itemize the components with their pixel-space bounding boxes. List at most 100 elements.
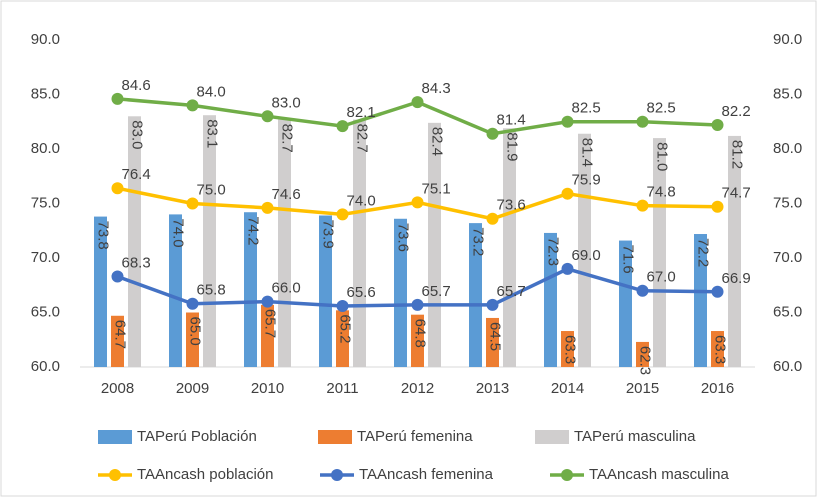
legend-swatch	[98, 430, 132, 444]
line-value-label: 83.0	[272, 94, 301, 111]
bar-value-label: 72.2	[695, 238, 712, 267]
y2-tick-label: 70.0	[773, 249, 802, 266]
line-value-label: 75.1	[422, 180, 451, 197]
bar-value-label: 64.5	[487, 322, 504, 351]
line-value-label: 82.5	[647, 100, 676, 117]
line-value-label: 84.0	[197, 83, 226, 100]
y-tick-label: 90.0	[31, 31, 60, 48]
bar-value-label: 74.2	[245, 216, 262, 245]
line-marker	[411, 96, 424, 109]
legend-swatch	[318, 430, 352, 444]
line-value-label: 74.8	[647, 184, 676, 201]
x-tick-label: 2015	[626, 380, 659, 397]
legend-swatch	[535, 430, 569, 444]
y2-tick-label: 90.0	[773, 31, 802, 48]
line-value-label: 65.7	[422, 283, 451, 300]
bar	[578, 133, 591, 367]
line-value-label: 76.4	[122, 166, 151, 183]
x-tick-label: 2012	[401, 380, 434, 397]
bar-value-label: 73.9	[320, 219, 337, 248]
bar	[653, 138, 666, 367]
bar	[169, 214, 182, 367]
bar	[428, 122, 441, 367]
bar	[469, 223, 482, 367]
line-value-label: 65.6	[347, 284, 376, 301]
line-marker	[336, 120, 349, 133]
y-tick-label: 85.0	[31, 85, 60, 102]
bar	[694, 234, 707, 367]
x-tick-label: 2013	[476, 380, 509, 397]
bar-value-label: 73.6	[395, 223, 412, 252]
bar	[711, 331, 724, 367]
bar-value-label: 81.2	[729, 140, 746, 169]
y2-tick-label: 65.0	[773, 303, 802, 320]
x-tick-label: 2008	[101, 380, 134, 397]
y-tick-label: 75.0	[31, 194, 60, 211]
line-marker	[711, 200, 724, 213]
bar-value-label: 82.4	[429, 127, 446, 156]
line-marker	[261, 295, 274, 308]
bar-value-label: 71.6	[620, 245, 637, 274]
bar-value-label: 73.8	[95, 221, 112, 250]
line-marker	[186, 197, 199, 210]
line-value-label: 66.0	[272, 280, 301, 297]
bar	[394, 218, 407, 367]
line-marker	[486, 298, 499, 311]
line-marker	[261, 201, 274, 214]
bar-value-label: 63.3	[712, 335, 729, 364]
legend-label: TAAncash población	[137, 466, 273, 483]
bar	[111, 315, 124, 367]
line-value-label: 69.0	[572, 247, 601, 264]
line-marker	[261, 110, 274, 123]
y-tick-label: 70.0	[31, 249, 60, 266]
bar	[561, 331, 574, 367]
bar	[186, 312, 199, 367]
bar	[261, 304, 274, 367]
line-value-label: 65.7	[497, 283, 526, 300]
line-value-label: 81.4	[497, 112, 526, 129]
line-value-label: 84.3	[422, 80, 451, 97]
y-tick-label: 65.0	[31, 303, 60, 320]
line-value-label: 68.3	[122, 254, 151, 271]
line-value-label: 67.0	[647, 269, 676, 286]
line-marker	[411, 196, 424, 209]
line-marker	[186, 99, 199, 112]
line-value-label: 82.5	[572, 100, 601, 117]
bar	[353, 119, 366, 367]
legend-swatch-marker	[331, 469, 343, 481]
line-value-label: 73.6	[497, 197, 526, 214]
x-tick-label: 2016	[701, 380, 734, 397]
line-marker	[186, 297, 199, 310]
line-value-label: 84.6	[122, 77, 151, 94]
bar	[244, 212, 257, 367]
line-marker	[636, 115, 649, 128]
line-value-label: 75.0	[197, 181, 226, 198]
line-marker	[111, 92, 124, 105]
line-marker	[711, 119, 724, 132]
y2-tick-label: 85.0	[773, 85, 802, 102]
bar-value-label: 73.2	[470, 227, 487, 256]
line-marker	[486, 127, 499, 140]
x-tick-label: 2010	[251, 380, 284, 397]
line-value-label: 75.9	[572, 172, 601, 189]
line-value-label: 65.8	[197, 282, 226, 299]
bar-value-label: 65.7	[262, 309, 279, 338]
bar-value-label: 82.7	[354, 124, 371, 153]
line-marker	[561, 187, 574, 200]
bar	[619, 240, 632, 367]
bar	[336, 310, 349, 367]
bar-value-label: 72.3	[545, 237, 562, 266]
x-tick-label: 2014	[551, 380, 584, 397]
legend-label: TAAncash masculina	[589, 466, 729, 483]
bar-value-label: 82.7	[279, 124, 296, 153]
line-marker	[711, 285, 724, 298]
legend-label: TAPerú Población	[137, 428, 257, 445]
line-marker	[561, 262, 574, 275]
bar	[94, 216, 107, 367]
bar	[503, 128, 516, 367]
x-tick-label: 2009	[176, 380, 209, 397]
line-value-label: 82.2	[722, 103, 751, 120]
y2-tick-label: 80.0	[773, 140, 802, 157]
bar-value-label: 83.1	[204, 119, 221, 148]
